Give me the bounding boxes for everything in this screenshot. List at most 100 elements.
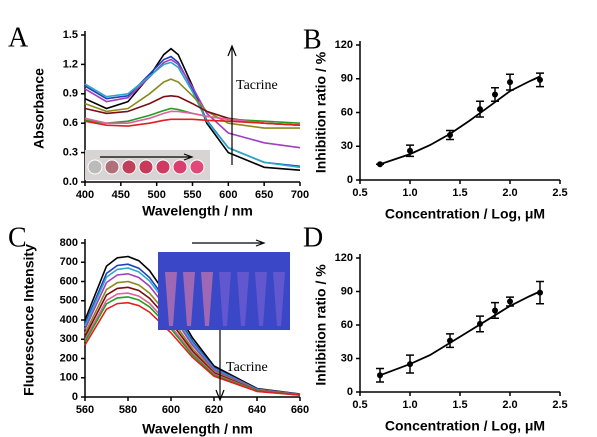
x-tick-label: 2.0: [502, 399, 517, 411]
data-point: [537, 76, 543, 83]
y-tick-label: 120: [335, 39, 353, 51]
x-tick-label: 560: [76, 404, 94, 416]
y-tick-label: 500: [60, 295, 78, 307]
tube: [201, 272, 213, 326]
annotation: Tacrine: [236, 78, 278, 93]
data-point: [407, 147, 413, 154]
y-tick-label: 1.2: [63, 58, 78, 70]
y-axis-label: Inhibition ratio / %: [313, 264, 329, 386]
x-tick-label: 600: [219, 189, 237, 201]
y-tick-label: 300: [60, 333, 78, 345]
data-point: [537, 289, 543, 296]
x-tick-label: 550: [183, 189, 201, 201]
y-tick-label: 0.3: [63, 147, 78, 159]
x-tick-label: 2.5: [552, 187, 567, 199]
panel-label: C: [8, 222, 27, 253]
spectrum-line: [84, 272, 301, 396]
y-tick-label: 0: [347, 174, 353, 186]
y-tick-label: 120: [335, 252, 353, 264]
y-axis-label: Absorbance: [31, 68, 47, 149]
spectrum-line: [84, 255, 301, 395]
x-tick-label: 660: [291, 404, 309, 416]
x-tick-label: 0.5: [352, 399, 367, 411]
y-tick-label: 60: [341, 106, 353, 118]
data-point: [507, 79, 513, 86]
y-tick-label: 0.9: [63, 88, 78, 100]
data-point: [492, 91, 498, 98]
x-tick-label: 640: [248, 404, 266, 416]
y-tick-label: 100: [60, 372, 78, 384]
well: [121, 159, 137, 175]
spectrum-line: [84, 301, 301, 396]
spectrum-line: [84, 286, 301, 396]
x-tick-label: 700: [291, 189, 309, 201]
panel-label: A: [8, 22, 29, 53]
data-point: [477, 320, 483, 327]
tube: [237, 272, 249, 326]
tube: [273, 272, 285, 326]
spectrum-line: [84, 47, 301, 171]
annotation: Tacrine: [226, 360, 268, 375]
inset-arrow: [192, 239, 266, 247]
y-tick-label: 1.5: [63, 29, 78, 41]
well: [87, 159, 103, 175]
x-tick-label: 400: [76, 189, 94, 201]
spectrum-line: [84, 78, 300, 129]
x-axis-label: Concentration / Log, μM: [385, 418, 545, 434]
x-tick-label: 1.5: [452, 187, 467, 199]
y-tick-label: 200: [60, 352, 78, 364]
x-tick-label: 1.0: [402, 399, 417, 411]
x-tick-label: 2.0: [502, 187, 517, 199]
y-tick-label: 700: [60, 256, 78, 268]
well: [189, 159, 205, 175]
tube: [255, 272, 267, 326]
data-point: [507, 298, 513, 305]
x-tick-label: 600: [162, 404, 180, 416]
tube: [165, 272, 177, 326]
y-tick-label: 0: [72, 391, 78, 403]
data-point: [377, 372, 383, 379]
y-tick-label: 90: [341, 73, 353, 85]
panel-label: D: [303, 222, 323, 253]
well: [172, 159, 188, 175]
fit-curve: [379, 290, 541, 377]
y-axis-label: Fluorescence Intensity: [21, 244, 37, 396]
y-tick-label: 800: [60, 237, 78, 249]
tube: [219, 272, 231, 326]
spectrum-line: [84, 55, 301, 168]
spectrum-line: [84, 296, 301, 396]
data-point: [447, 132, 453, 138]
y-tick-label: 60: [341, 319, 353, 331]
arrow: [227, 44, 237, 165]
arrow: [215, 320, 225, 402]
x-tick-label: 2.5: [552, 399, 567, 411]
spectrum-line: [84, 61, 301, 169]
data-point: [492, 307, 498, 314]
y-tick-label: 600: [60, 275, 78, 287]
x-tick-label: 500: [147, 189, 165, 201]
x-axis-label: Concentration / Log, μM: [385, 206, 545, 222]
data-point: [407, 361, 413, 368]
y-tick-label: 0.0: [63, 176, 78, 188]
fit-curve: [379, 75, 541, 166]
data-point: [447, 337, 453, 344]
panel-label: B: [303, 24, 322, 55]
y-tick-label: 0.6: [63, 117, 78, 129]
data-point: [477, 106, 483, 113]
y-axis-label: Inhibition ratio / %: [313, 51, 329, 173]
x-tick-label: 650: [255, 189, 273, 201]
x-tick-label: 580: [119, 404, 137, 416]
y-tick-label: 400: [60, 314, 78, 326]
spectrum-line: [84, 110, 301, 126]
x-tick-label: 1.5: [452, 399, 467, 411]
spectrum-line: [84, 118, 301, 127]
data-point: [377, 161, 383, 168]
y-tick-label: 0: [347, 386, 353, 398]
spectrum-line: [84, 280, 301, 396]
well: [155, 159, 171, 175]
well: [138, 159, 154, 175]
x-tick-label: 450: [112, 189, 130, 201]
x-axis-label: Wavelength / nm: [142, 203, 253, 219]
inset-arrow: [100, 153, 194, 161]
